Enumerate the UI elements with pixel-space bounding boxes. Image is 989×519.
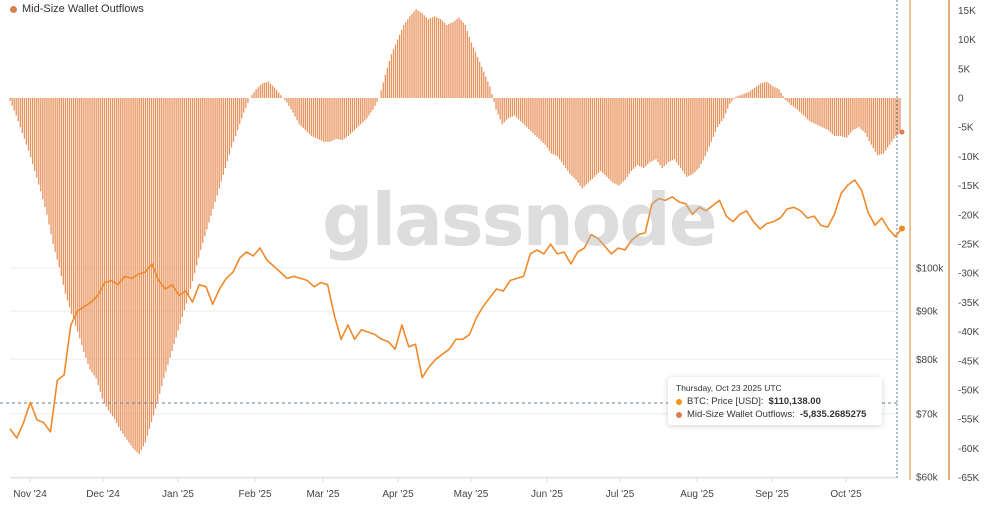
svg-text:$100k: $100k: [916, 264, 944, 275]
outflow-axis-ticks: 15K 10K 5K 0 -5K -10K -15K -20K -25K -30K -35K -40K…: [958, 6, 979, 484]
tooltip-outflows-value: -5,835.2685275: [799, 409, 867, 420]
svg-text:Sep '25: Sep '25: [755, 489, 789, 500]
svg-text:-30K: -30K: [958, 269, 979, 280]
svg-text:-35K: -35K: [958, 298, 979, 309]
svg-text:Nov '24: Nov '24: [13, 489, 47, 500]
svg-text:-15K: -15K: [958, 181, 979, 192]
svg-text:$60k: $60k: [916, 473, 939, 484]
svg-text:$70k: $70k: [916, 409, 939, 420]
btc-price-line: [9, 179, 903, 439]
svg-text:-50K: -50K: [958, 386, 979, 397]
outflow-dot-icon: [676, 411, 682, 418]
tooltip-row-price: BTC: Price [USD]: $110,138.00: [676, 395, 874, 408]
svg-text:Dec '24: Dec '24: [86, 489, 120, 500]
svg-text:15K: 15K: [958, 6, 976, 17]
tooltip-date: Thursday, Oct 23 2025 UTC: [676, 383, 782, 393]
legend-dot-icon: [10, 5, 17, 13]
svg-text:-10K: -10K: [958, 152, 979, 163]
outflow-bars: [9, 9, 901, 455]
tooltip-price-value: $110,138.00: [768, 396, 821, 407]
svg-text:-20K: -20K: [958, 210, 979, 221]
svg-text:Feb '25: Feb '25: [238, 489, 271, 500]
svg-text:-45K: -45K: [958, 356, 979, 367]
svg-text:0: 0: [958, 94, 964, 105]
svg-text:Jan '25: Jan '25: [162, 489, 194, 500]
price-axis-ticks: $60k $70k $80k $90k $100k: [916, 264, 944, 484]
svg-text:Oct '25: Oct '25: [830, 489, 862, 500]
svg-text:5K: 5K: [958, 64, 971, 75]
svg-text:May '25: May '25: [454, 489, 489, 500]
svg-text:-5K: -5K: [958, 123, 974, 134]
legend-label: Mid-Size Wallet Outflows: [22, 3, 144, 15]
svg-text:Aug '25: Aug '25: [680, 489, 714, 500]
tooltip-price-label: BTC: Price [USD]:: [687, 396, 764, 407]
price-dot-icon: [676, 398, 682, 405]
svg-text:Mar '25: Mar '25: [306, 489, 339, 500]
svg-text:-40K: -40K: [958, 327, 979, 338]
svg-text:-65K: -65K: [958, 473, 979, 484]
watermark-logo: glassnode: [322, 178, 718, 262]
svg-text:-55K: -55K: [958, 415, 979, 426]
tooltip-row-outflows: Mid-Size Wallet Outflows: -5,835.2685275: [676, 408, 874, 421]
legend[interactable]: Mid-Size Wallet Outflows: [10, 3, 144, 15]
svg-text:$80k: $80k: [916, 355, 939, 366]
svg-text:-25K: -25K: [958, 240, 979, 251]
svg-text:Jun '25: Jun '25: [531, 489, 563, 500]
x-axis-ticks: Nov '24 Dec '24 Jan '25 Feb '25 Mar '25 Apr '…: [13, 478, 862, 500]
price-marker: [899, 225, 905, 232]
svg-text:-60K: -60K: [958, 444, 979, 455]
tooltip: Thursday, Oct 23 2025 UTC BTC: Price [US…: [668, 377, 882, 425]
svg-text:$90k: $90k: [916, 307, 939, 318]
svg-text:Apr '25: Apr '25: [382, 489, 414, 500]
outflow-marker: [899, 129, 905, 135]
svg-text:Jul '25: Jul '25: [606, 489, 635, 500]
svg-text:10K: 10K: [958, 35, 976, 46]
tooltip-outflows-label: Mid-Size Wallet Outflows:: [687, 409, 795, 420]
